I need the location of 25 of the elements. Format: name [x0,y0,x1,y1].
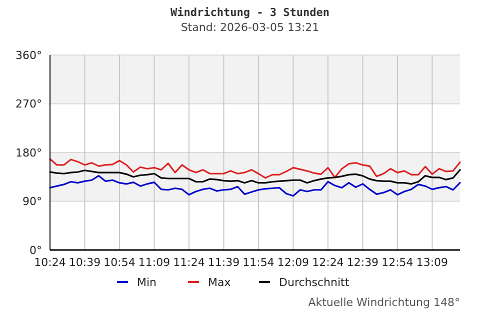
legend-label: Min [137,276,157,289]
x-tick-label: 11:09 [138,256,170,269]
y-tick-label: 0° [30,244,42,257]
x-tick-label: 12:54 [382,256,414,269]
x-tick-label: 12:39 [346,256,379,269]
y-tick-label: 270° [16,98,42,111]
x-tick-label: 10:24 [34,256,66,269]
chart-subtitle: Stand: 2026-03-05 13:21 [180,21,320,34]
legend-label: Durchschnitt [279,276,350,289]
chart-title: Windrichtung - 3 Stunden [170,6,330,19]
x-tick-label: 10:39 [68,256,101,269]
text: Aktuelle Windrichtung 148° [308,296,460,309]
legend-label: Max [208,276,232,289]
x-tick-label: 12:24 [312,256,344,269]
x-tick-label: 11:39 [208,256,240,269]
line-series [49,174,461,197]
x-tick-label: 12:09 [277,256,310,269]
line-series [49,158,461,179]
x-tick-label: 13:09 [416,256,448,269]
x-tick-label: 10:54 [104,256,136,269]
y-tick-label: 180° [16,146,42,160]
x-tick-label: 11:24 [173,256,205,269]
y-tick-label: 360° [16,48,42,62]
y-tick-label: 90° [22,195,42,208]
x-tick-label: 11:54 [242,256,274,269]
